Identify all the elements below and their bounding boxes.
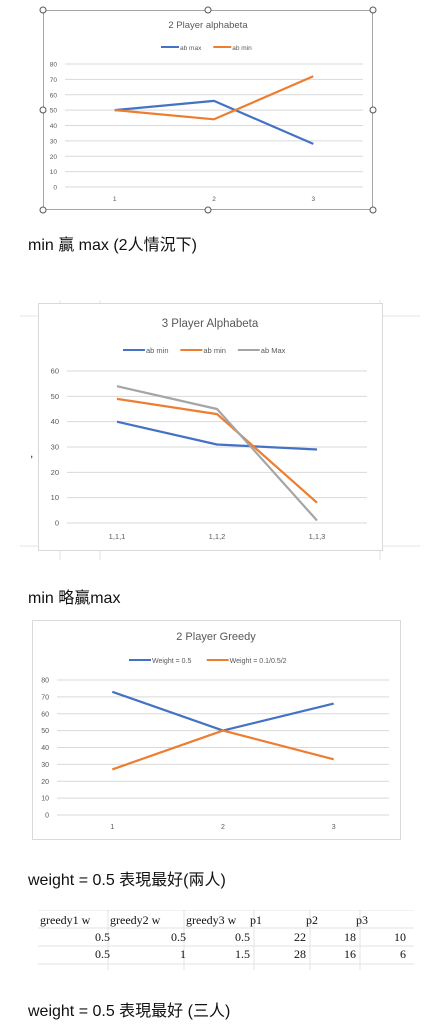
chart-2-player-alphabeta[interactable]: 2 Player alphabeta ab max ab min 0 10 20 30 40 5… [39,6,377,214]
data-table: greedy1 w greedy2 w greedy3 w p1 p2 p3 0… [40,912,406,963]
x-tick-label: 2 [221,824,225,831]
resize-handle [369,206,377,214]
caption-1: min 贏 max (2人情況下) [28,237,197,254]
table-cell[interactable]: 0.5 [171,930,186,944]
legend-label: ab min [232,45,252,52]
series-line [116,385,318,522]
y-tick-label: 70 [41,694,49,701]
y-tick-label: 10 [51,493,59,502]
table-header-cell[interactable]: p3 [356,913,368,927]
table-cell[interactable]: 28 [294,947,306,961]
table-cell[interactable]: 22 [294,930,306,944]
legend-label: ab max [180,45,202,52]
table-cell[interactable]: 0.5 [95,930,110,944]
table-cell[interactable]: 6 [400,947,406,961]
x-tick-label: 1,1,3 [309,532,326,541]
x-tick-label: 1,1,1 [109,532,126,541]
table-gridlines [38,910,414,970]
resize-handle [39,6,47,14]
table-row: 0.5 1 1.5 28 16 6 [40,946,406,963]
y-tick-label: 50 [41,728,49,735]
y-tick-label: 0 [55,519,59,528]
legend-label: ab Max [261,346,286,355]
y-tick-label: 60 [41,711,49,718]
series-line [111,729,334,771]
y-tick-label: 0 [53,185,57,192]
y-tick-label: 30 [51,443,59,452]
resize-handle [39,206,47,214]
chart-svg: 3 Player Alphabeta ab min ab min ab Max 0 10 2… [51,318,367,541]
table-cell[interactable]: 16 [344,947,356,961]
stray-comma: , [30,446,34,460]
table-cell[interactable]: 0.5 [95,947,110,961]
x-tick-label: 3 [332,824,336,831]
chart-2-player-greedy[interactable]: 2 Player Greedy Weight = 0.5 Weight = 0.1/… [32,620,401,840]
resize-handle [204,206,212,214]
table-header-cell[interactable]: p1 [250,913,262,927]
chart-svg: 2 Player Greedy Weight = 0.5 Weight = 0.1/… [41,631,389,831]
table-cell[interactable]: 18 [344,930,356,944]
resize-handle [369,6,377,14]
y-tick-label: 60 [50,92,58,99]
caption-3: weight = 0.5 表現最好(兩人) [28,872,226,889]
series-line [116,420,318,451]
table-header-cell[interactable]: greedy1 w [40,913,91,927]
chart-svg: 2 Player alphabeta ab max ab min 0 10 20 30 40 5… [39,6,377,214]
series-line [114,99,314,145]
y-tick-label: 70 [50,77,58,84]
y-tick-label: 80 [50,62,58,69]
y-tick-label: 30 [50,138,58,145]
y-tick-label: 80 [41,678,49,685]
y-tick-label: 20 [50,154,58,161]
y-tick-label: 20 [41,779,49,786]
y-tick-label: 40 [50,123,58,130]
y-tick-label: 50 [51,392,59,401]
resize-handle [39,106,47,114]
legend-label: ab min [203,346,226,355]
series-line [114,75,314,121]
legend-label: Weight = 0.5 [152,658,191,665]
table-header-row: greedy1 w greedy2 w greedy3 w p1 p2 p3 [40,912,406,929]
table-cell[interactable]: 1 [180,947,186,961]
y-tick-label: 40 [41,745,49,752]
legend-label: Weight = 0.1/0.5/2 [230,658,287,665]
table-cell[interactable]: 1.5 [235,947,250,961]
x-tick-label: 3 [312,196,316,203]
y-tick-label: 50 [50,108,58,115]
x-tick-label: 1,1,2 [209,532,226,541]
caption-4: weight = 0.5 表現最好 (三人) [28,1003,231,1020]
caption-2: min 略贏max [28,590,121,607]
chart-title: 2 Player alphabeta [168,20,248,31]
table-cell[interactable]: 0.5 [235,930,250,944]
table-cell[interactable]: 10 [394,930,406,944]
y-tick-label: 30 [41,762,49,769]
y-tick-label: 10 [41,796,49,803]
x-tick-label: 1 [113,196,117,203]
chart-title: 2 Player Greedy [176,631,256,643]
table-header-cell[interactable]: greedy2 w [110,913,161,927]
y-tick-label: 20 [51,468,59,477]
y-tick-label: 40 [51,417,59,426]
y-tick-label: 0 [45,813,49,820]
y-tick-label: 10 [50,169,58,176]
resize-handle [204,6,212,14]
chart-3-player-alphabeta[interactable]: 3 Player Alphabeta ab min ab min ab Max 0 10 2… [38,303,383,551]
series-line [111,690,334,732]
series-line [116,397,318,504]
table-header-cell[interactable]: greedy3 w [186,913,237,927]
resize-handle [369,106,377,114]
x-tick-label: 2 [212,196,216,203]
legend-label: ab min [146,346,169,355]
y-tick-label: 60 [51,367,59,376]
chart-title: 3 Player Alphabeta [162,318,259,330]
x-tick-label: 1 [110,824,114,831]
table-row: 0.5 0.5 0.5 22 18 10 [40,929,406,946]
table-header-cell[interactable]: p2 [306,913,318,927]
